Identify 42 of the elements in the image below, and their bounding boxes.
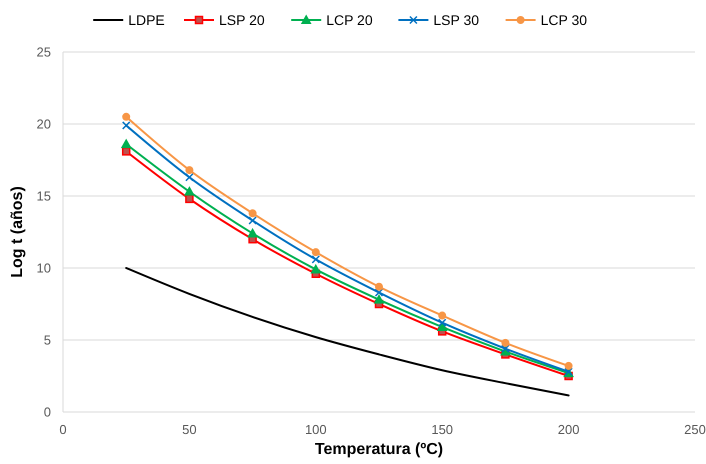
point [374,294,384,304]
x-tick-label: 200 [558,422,580,437]
y-tick-label: 0 [44,404,51,420]
line-series [125,267,570,396]
x-axis-title: Temperatura (ºC) [314,441,444,458]
x-tick-label: 100 [304,422,327,437]
y-tick-label: 5 [44,332,51,348]
x-tick-label: 50 [182,422,197,437]
point [501,344,510,353]
point [184,186,194,196]
point [185,173,194,182]
y-axis-title: Log t (años) [9,186,26,278]
point [438,312,446,320]
point [248,209,257,218]
legend-label: LDPE [128,12,165,28]
point [501,338,510,347]
point [248,228,258,238]
point [185,166,194,174]
point [310,264,321,274]
point [248,216,257,225]
point [374,288,384,297]
legend-label: LSP 20 [219,12,265,28]
y-tick-label: 10 [36,260,51,276]
point [121,139,132,148]
x-tick-label: 250 [684,422,706,437]
point [185,194,194,204]
legend-label: LSP 30 [433,12,480,28]
point [438,318,446,327]
point [122,147,130,156]
y-tick-label: 20 [36,116,51,132]
legend-label: LCP 30 [540,12,588,28]
point [122,121,130,130]
x-tick-label: 150 [431,422,454,437]
point [375,282,383,291]
y-tick-label: 25 [36,44,51,60]
point [122,112,130,121]
point [312,248,320,256]
y-tick-label: 15 [36,188,51,204]
x-tick-label: 0 [59,422,67,437]
point [312,255,320,264]
point [564,362,573,370]
legend-label: LCP 20 [326,12,373,28]
